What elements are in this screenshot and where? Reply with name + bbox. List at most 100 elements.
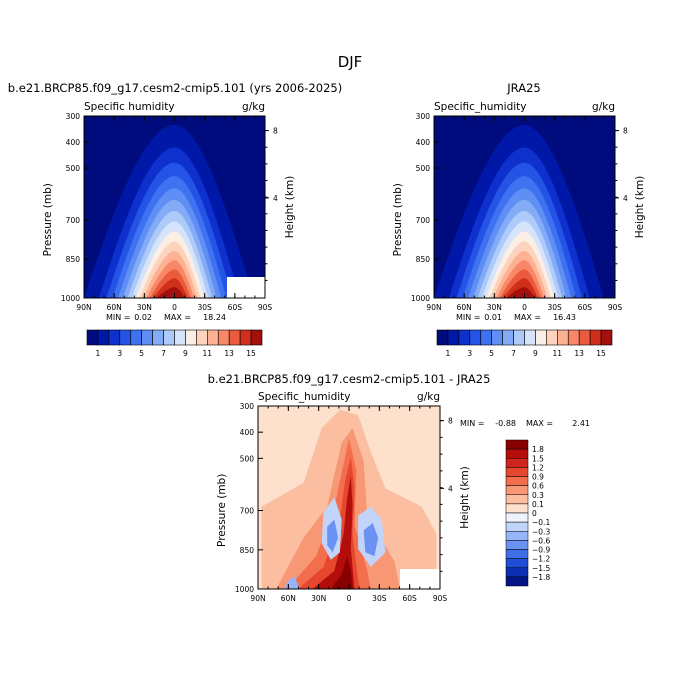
colorbar-swatch — [505, 439, 529, 450]
colorbar-swatch — [505, 503, 529, 514]
colorbar-swatch — [557, 329, 569, 346]
panel-3: b.e21.BRCP85.f09_g17.cesm2-cmip5.101 - J… — [208, 372, 590, 603]
colorbar-swatch — [546, 329, 558, 346]
colorbar-swatch — [505, 521, 529, 532]
colorbar-label: −0.6 — [532, 536, 550, 545]
units-label: g/kg — [417, 391, 440, 403]
colorbar-swatch — [119, 329, 132, 346]
colorbar-label: 13 — [224, 349, 234, 358]
min-label: MIN = — [456, 313, 481, 322]
colorbar-label: 15 — [246, 349, 256, 358]
colorbar-label: 3 — [117, 349, 122, 358]
x-tick-label: 0 — [347, 594, 352, 603]
y-tick-label: 1000 — [61, 294, 80, 303]
x-tick-label: 30N — [137, 303, 152, 312]
missing-data-region — [400, 569, 440, 589]
colorbar-swatch — [505, 549, 529, 559]
y2-tick-label: 4 — [273, 194, 278, 203]
colorbar-swatch — [130, 329, 142, 346]
colorbar-label: −1.5 — [532, 564, 550, 573]
y-tick-label: 1000 — [411, 294, 430, 303]
y2-axis-label: Height (km) — [459, 466, 471, 529]
max-label: MAX = — [514, 313, 541, 322]
x-tick-label: 60S — [403, 594, 418, 603]
x-tick-label: 60N — [457, 303, 472, 312]
diff-band-f — [330, 556, 353, 589]
colorbar-label: −1.2 — [532, 555, 550, 564]
colorbar-swatch — [505, 476, 529, 486]
colorbar-label: 1 — [446, 349, 451, 358]
colorbar-label: 1 — [96, 349, 101, 358]
colorbar-swatch — [239, 329, 252, 346]
colorbar-label: 0.6 — [532, 482, 544, 491]
x-tick-label: 60N — [281, 594, 296, 603]
max-value: 2.41 — [572, 419, 590, 428]
x-tick-label: 60S — [228, 303, 243, 312]
y2-axis-label: Height (km) — [284, 176, 296, 239]
x-tick-label: 90S — [608, 303, 623, 312]
y2-axis-label: Height (km) — [634, 176, 646, 239]
y-tick-label: 300 — [416, 112, 431, 121]
colorbar-swatch — [174, 329, 186, 346]
colorbar-label: −0.3 — [532, 527, 550, 536]
x-tick-label: 0 — [172, 303, 177, 312]
y-tick-label: 400 — [66, 138, 81, 147]
diff-neg-d — [363, 523, 379, 557]
colorbar-swatch — [578, 329, 591, 346]
colorbar-swatch — [97, 329, 110, 346]
min-value: 0.02 — [134, 313, 152, 322]
colorbar-swatch — [480, 329, 492, 346]
x-tick-label: 30S — [372, 594, 387, 603]
colorbar-swatch — [436, 329, 449, 346]
min-value: -0.88 — [495, 419, 516, 428]
min-label: MIN = — [106, 313, 131, 322]
colorbar-swatch — [447, 329, 460, 346]
colorbar-label: 0.1 — [532, 500, 544, 509]
colorbar-label: −0.9 — [532, 546, 550, 555]
colorbar-swatch — [141, 329, 153, 346]
units-label: g/kg — [592, 101, 615, 113]
y-tick-label: 400 — [240, 428, 255, 437]
y-tick-label: 850 — [240, 546, 255, 555]
colorbar-label: 11 — [553, 349, 563, 358]
min-value: 0.01 — [484, 313, 502, 322]
colorbar-label: 7 — [511, 349, 516, 358]
colorbar-swatch — [163, 329, 175, 346]
colorbar-swatch — [513, 329, 525, 346]
contour-band-15 — [506, 287, 535, 298]
y-tick-label: 700 — [66, 216, 81, 225]
x-tick-label: 30N — [487, 303, 502, 312]
colorbar-swatch — [505, 448, 529, 459]
x-tick-label: 30N — [311, 594, 326, 603]
colorbar-label: −1.8 — [532, 573, 550, 582]
panel-title: JRA25 — [506, 81, 540, 95]
x-tick-label: 30S — [548, 303, 563, 312]
panel-title: b.e21.BRCP85.f09_g17.cesm2-cmip5.101 (yr… — [8, 81, 342, 95]
x-tick-label: 60N — [107, 303, 122, 312]
x-tick-label: 90N — [426, 303, 441, 312]
colorbar-swatch — [502, 329, 514, 346]
colorbar-swatch — [207, 329, 219, 346]
colorbar-label: 0.9 — [532, 473, 544, 482]
colorbar-swatch — [505, 458, 529, 468]
colorbar-label: 11 — [203, 349, 213, 358]
colorbar-swatch — [505, 467, 529, 477]
y2-tick-label: 8 — [448, 417, 453, 426]
max-label: MAX = — [526, 419, 553, 428]
diff-neg-b — [327, 519, 339, 553]
max-value: 18.24 — [203, 313, 226, 322]
min-label: MIN = — [460, 419, 485, 428]
y-tick-label: 300 — [66, 112, 81, 121]
colorbar-label: 3 — [467, 349, 472, 358]
y-tick-label: 500 — [240, 454, 255, 463]
x-tick-label: 90N — [76, 303, 91, 312]
y-tick-label: 500 — [416, 164, 431, 173]
colorbar-swatch — [589, 329, 602, 346]
colorbar-swatch — [458, 329, 471, 346]
colorbar-label: 9 — [183, 349, 188, 358]
units-label: g/kg — [242, 101, 265, 113]
colorbar-swatch — [524, 329, 536, 346]
colorbar-swatch — [505, 558, 529, 568]
y2-tick-label: 8 — [273, 127, 278, 136]
